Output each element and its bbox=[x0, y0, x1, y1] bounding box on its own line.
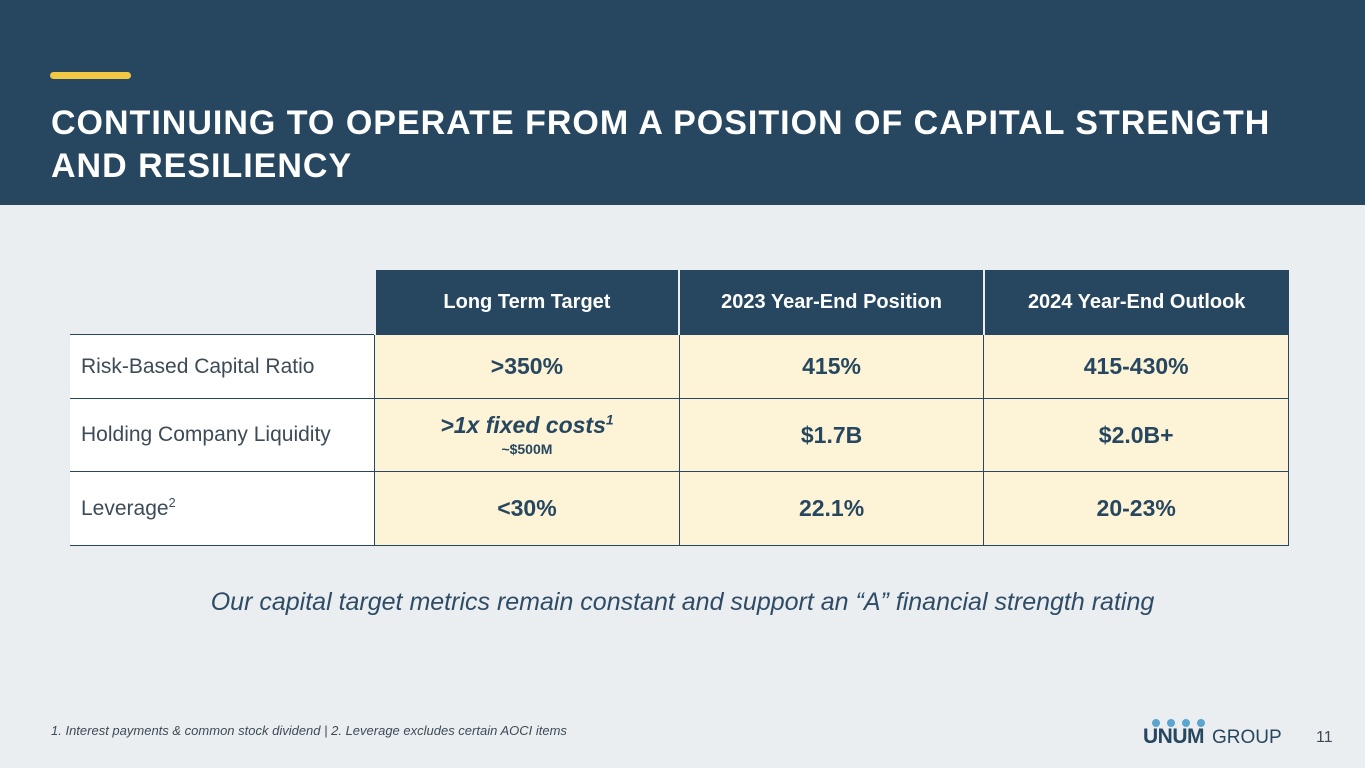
row-label-footnote-ref: 2 bbox=[168, 495, 176, 510]
row-label-text: Risk-Based Capital Ratio bbox=[81, 354, 315, 378]
row-label: Holding Company Liquidity bbox=[70, 398, 375, 472]
footnotes: 1. Interest payments & common stock divi… bbox=[51, 723, 567, 738]
table-row: Holding Company Liquidity >1x fixed cost… bbox=[70, 398, 1289, 472]
title-accent-bar bbox=[50, 72, 131, 79]
table-row: Leverage2 <30% 22.1% 20-23% bbox=[70, 471, 1289, 546]
ye2023-cell: $1.7B bbox=[678, 398, 984, 472]
logo-wordmark-primary: UNUM bbox=[1143, 725, 1205, 748]
target-subvalue: ~$500M bbox=[501, 441, 553, 457]
row-label: Leverage2 bbox=[70, 471, 375, 546]
target-footnote-ref: 1 bbox=[605, 412, 614, 428]
capital-metrics-table: Long Term Target 2023 Year-End Position … bbox=[70, 270, 1289, 546]
table-row: Risk-Based Capital Ratio >350% 415% 415-… bbox=[70, 334, 1289, 399]
row-label-text: Holding Company Liquidity bbox=[81, 423, 331, 446]
ye2024-cell: $2.0B+ bbox=[983, 398, 1289, 472]
target-cell: >350% bbox=[374, 334, 680, 399]
target-value: >1x fixed costs bbox=[440, 412, 606, 438]
tagline: Our capital target metrics remain consta… bbox=[210, 588, 1155, 616]
target-value: >350% bbox=[490, 353, 564, 379]
ye2024-cell: 415-430% bbox=[983, 334, 1289, 399]
ye2023-cell: 22.1% bbox=[678, 471, 984, 546]
column-header-2023-position: 2023 Year-End Position bbox=[678, 270, 984, 335]
page-number: 11 bbox=[1316, 729, 1333, 746]
title-banner: CONTINUING TO OPERATE FROM A POSITION OF… bbox=[0, 0, 1365, 205]
ye2024-cell: 20-23% bbox=[983, 471, 1289, 546]
column-header-long-term-target: Long Term Target bbox=[373, 270, 680, 335]
column-header-2024-outlook: 2024 Year-End Outlook bbox=[982, 270, 1289, 335]
target-cell: <30% bbox=[374, 471, 680, 546]
target-cell: >1x fixed costs1 ~$500M bbox=[374, 398, 680, 472]
ye2023-cell: 415% bbox=[678, 334, 984, 399]
table-header-row: Long Term Target 2023 Year-End Position … bbox=[70, 270, 1289, 335]
page-title: CONTINUING TO OPERATE FROM A POSITION OF… bbox=[51, 104, 1271, 185]
target-value: <30% bbox=[497, 495, 557, 521]
row-label-text: Leverage bbox=[81, 496, 169, 520]
logo-wordmark-secondary: GROUP bbox=[1212, 727, 1282, 748]
header-blank-cell bbox=[70, 270, 375, 335]
unum-group-logo: UNUM GROUP bbox=[1141, 718, 1291, 748]
row-label: Risk-Based Capital Ratio bbox=[70, 334, 375, 399]
target-value-line: >1x fixed costs1 bbox=[376, 412, 678, 438]
